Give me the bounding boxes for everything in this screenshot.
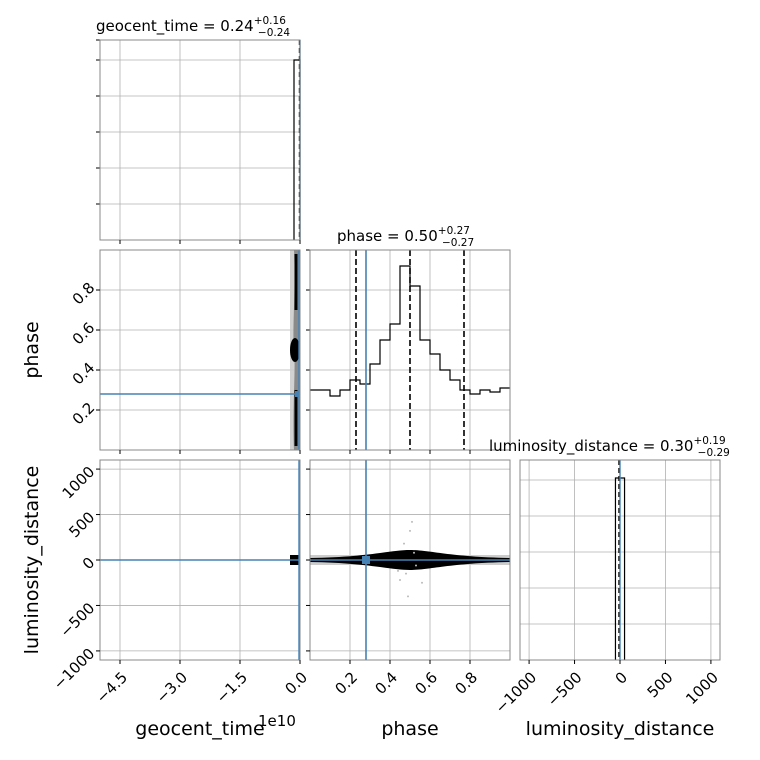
panel-distance-vs-phase-scatter-point-2 [399, 579, 401, 581]
panel-phase-vs-geocent-time-frame [99, 249, 301, 451]
xtick-label-geocent-time-2: −1.5 [213, 668, 251, 706]
xtick-label-phase-1: 0.4 [371, 668, 401, 698]
ylabel-phase: phase [21, 321, 43, 378]
ylabel-luminosity-distance: luminosity_distance [21, 466, 43, 655]
panel-phase-hist-frame [309, 249, 511, 451]
panel-phase-vs-geocent-time-contour-core [290, 338, 300, 362]
panel-distance-vs-phase-truth-marker [362, 556, 370, 564]
xlabel-phase: phase [381, 718, 438, 740]
ytick-label-luminosity-distance-0: −1000 [50, 645, 99, 694]
panel-distance-vs-phase-scatter-point-9 [421, 581, 423, 584]
ytick-label-luminosity-distance-3: 500 [65, 508, 98, 541]
ytick-label-luminosity-distance-1: −500 [57, 599, 99, 641]
panel-distance-vs-phase-scatter-point-3 [409, 529, 411, 532]
panel-geocent-time-hist-frame [99, 39, 301, 241]
title-phase: phase = 0.50+0.27 −0.27 [337, 225, 474, 249]
panel-phase-vs-geocent-time-grid [100, 250, 301, 450]
xtick-label-geocent-time-0: −4.5 [93, 668, 131, 706]
xtick-label-luminosity-distance-0: −1000 [492, 668, 541, 717]
ytick-label-luminosity-distance-2: 0 [79, 554, 98, 573]
xtick-label-geocent-time-3: 0.0 [281, 668, 311, 698]
panel-phase-vs-geocent-time-truth-marker [295, 391, 300, 397]
ytick-label-luminosity-distance-4: 1000 [59, 463, 99, 503]
ytick-label-phase-0: 0.2 [69, 399, 99, 429]
ytick-label-phase-3: 0.8 [69, 279, 99, 309]
title-luminosity-distance: luminosity_distance = 0.30+0.19 −0.29 [489, 435, 730, 459]
title-geocent-time: geocent_time = 0.24+0.16 −0.24 [96, 15, 290, 39]
xtick-label-luminosity-distance-4: 1000 [682, 668, 722, 708]
xtick-label-phase-3: 0.8 [451, 668, 481, 698]
panel-distance-vs-phase-scatter-point-1 [413, 551, 415, 554]
panel-geocent-time-hist-grid [119, 40, 301, 240]
xtick-label-phase-2: 0.6 [411, 668, 441, 698]
xtick-label-geocent-time-1: −3.0 [153, 668, 191, 706]
ytick-label-phase-2: 0.6 [69, 319, 99, 349]
panel-distance-vs-phase-scatter-point-8 [397, 569, 399, 572]
xtick-label-luminosity-distance-3: 500 [644, 668, 677, 701]
panel-distance-vs-phase-scatter-point-7 [411, 520, 413, 523]
panel-distance-vs-phase-scatter-point-5 [403, 542, 405, 545]
xlabel-geocent-time: geocent_time [135, 718, 264, 740]
xtick-label-luminosity-distance-1: −500 [544, 668, 586, 710]
geocent-time-offset-label: 1e10 [258, 712, 296, 730]
ytick-label-phase-1: 0.4 [69, 359, 99, 389]
xtick-label-phase-0: 0.2 [331, 668, 361, 698]
xtick-label-luminosity-distance-2: 0 [612, 668, 631, 687]
panel-distance-vs-phase-scatter-point-0 [405, 572, 407, 575]
xlabel-luminosity-distance: luminosity_distance [526, 718, 715, 740]
panel-distance-vs-phase-scatter-point-6 [407, 595, 409, 598]
panel-distance-vs-phase-scatter-point-4 [415, 564, 417, 567]
